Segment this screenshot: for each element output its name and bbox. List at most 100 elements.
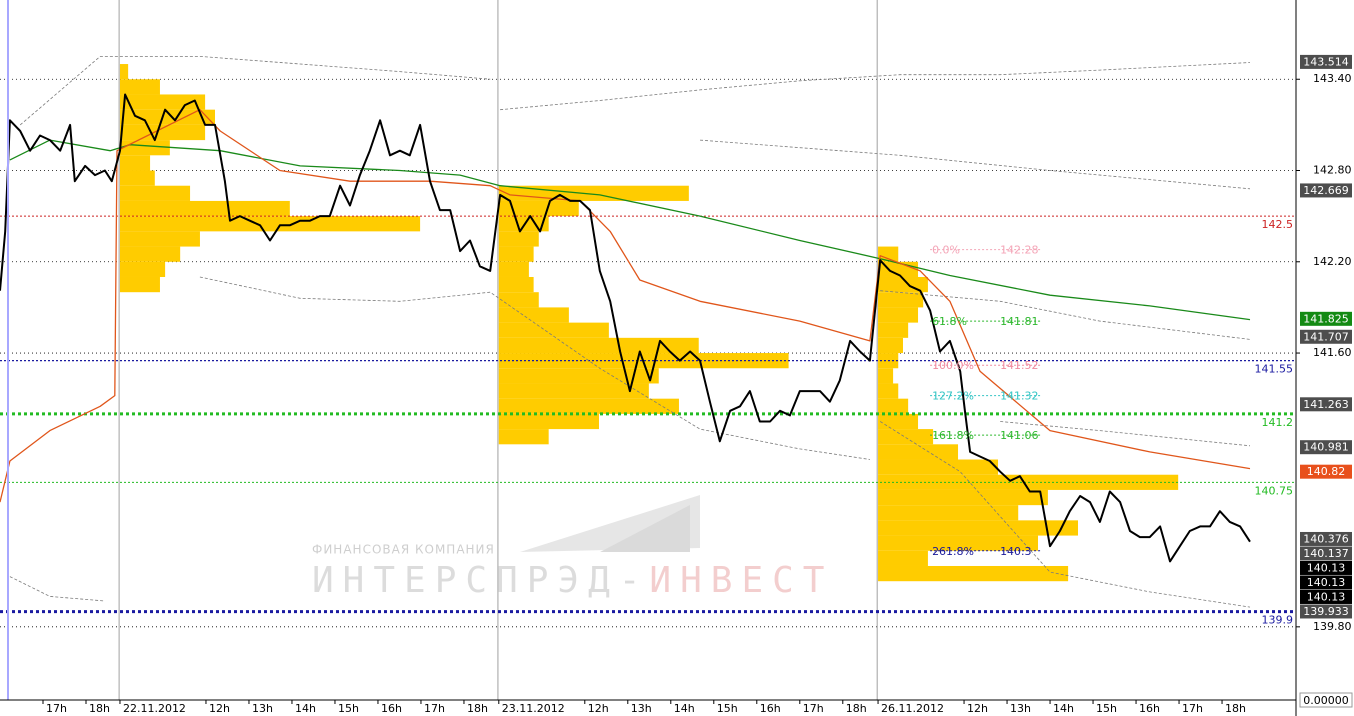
x-tick-label: 17h (424, 702, 445, 715)
series-line (9, 139, 1251, 321)
level-label: 142.5 (1262, 218, 1294, 231)
watermark-title: ИНТЕРСПРЭД-ИНВЕСТ (312, 560, 833, 601)
fib-percent: 161.8% (932, 429, 974, 442)
x-tick-label: 14h (295, 702, 316, 715)
volume-profile-bar (878, 337, 903, 354)
price-tag (1300, 397, 1352, 412)
x-tick-label: 16h (1139, 702, 1160, 715)
label-layer: 142.5 141.55 141.2 140.75 139.9 0.0% 142.28 61.… (932, 218, 1293, 626)
y-tick-label: 143.40 (1313, 72, 1352, 85)
volume-profile-bar (878, 535, 1039, 551)
volume-profile-bar (119, 155, 151, 171)
volume-profile-bar (878, 383, 899, 399)
x-tick-label: 12h (209, 702, 230, 715)
fib-percent: 127.2% (932, 390, 974, 403)
x-tick-label: 18h (467, 702, 488, 715)
fib-price: 141.32 (1000, 390, 1039, 403)
price-tag-label: 143.514 (1303, 55, 1349, 68)
price-tag-label: 140.13 (1307, 576, 1346, 589)
fib-percent: 261.8% (932, 545, 974, 558)
price-tag-label: 139.933 (1303, 605, 1349, 618)
volume-profile-bar (498, 246, 534, 262)
volume-profile-bar (498, 368, 659, 384)
volume-profile-bar (878, 565, 1069, 582)
x-tick-label: 23.11.2012 (502, 702, 565, 715)
volume-profile-bar (119, 64, 129, 80)
level-label: 139.9 (1262, 614, 1294, 627)
volume-profile-bar (119, 79, 160, 95)
y-tick-label: 139.80 (1313, 620, 1352, 633)
volume-profile-bar (498, 337, 699, 354)
x-tick-label: 13h (631, 702, 652, 715)
volume-profile-bar (119, 216, 421, 232)
volume-profile-bar (119, 170, 155, 186)
watermark-accent: ИНВЕСТ (649, 560, 833, 601)
series-line (0, 93, 1251, 563)
volume-profile-bar (498, 398, 679, 414)
level-label: 141.55 (1255, 363, 1294, 376)
volume-profile-bar (878, 550, 928, 566)
x-tick-label: 15h (338, 702, 359, 715)
volume-profile-bar (498, 231, 539, 247)
y-tick-label: 142.80 (1313, 164, 1352, 177)
fib-price: 141.52 (1000, 359, 1039, 372)
bottom-tag: 0.00000 (1303, 694, 1349, 707)
volume-profile-bar (498, 322, 609, 338)
x-tick-label: 14h (1053, 702, 1074, 715)
profile-layer (119, 64, 1179, 582)
price-tag-label: 140.376 (1303, 532, 1349, 545)
band-line (699, 139, 1251, 190)
price-tag (1300, 560, 1352, 575)
price-tag (1300, 531, 1352, 546)
volume-profile-bar (498, 383, 649, 399)
x-tick-label: 16h (381, 702, 402, 715)
volume-profile-bar (119, 246, 181, 262)
band-line (879, 421, 1251, 608)
band-line (9, 576, 105, 602)
price-tag (1300, 575, 1352, 590)
volume-profile-bar (878, 322, 909, 338)
x-tick-label: 16h (760, 702, 781, 715)
volume-profile-bar (498, 413, 599, 430)
level-label: 140.75 (1255, 484, 1294, 497)
band-line (1000, 421, 1251, 447)
volume-profile-bar (498, 307, 569, 323)
x-tick-label: 12h (588, 702, 609, 715)
volume-profile-bar (498, 261, 529, 277)
volume-profile-bar (119, 276, 160, 293)
fib-price: 141.06 (1000, 429, 1039, 442)
price-tag-label: 140.981 (1303, 441, 1349, 454)
volume-profile-bar (878, 292, 924, 308)
price-tag-label: 140.82 (1307, 465, 1346, 478)
x-tick-label: 22.11.2012 (123, 702, 186, 715)
price-tag (1300, 464, 1352, 479)
x-tick-label: 17h (803, 702, 824, 715)
line-layer (0, 56, 1251, 608)
logo-shape (600, 505, 690, 552)
fib-price: 140.3 (1000, 545, 1032, 558)
volume-profile-bar (878, 307, 919, 323)
volume-profile-bar (119, 124, 206, 141)
time-axis-panel (0, 700, 1296, 716)
volume-profile-bar (498, 200, 579, 217)
x-tick-label: 26.11.2012 (881, 702, 944, 715)
watermark-name: ИНТЕРСПРЭД- (312, 560, 649, 601)
volume-profile-bar (119, 231, 200, 247)
x-tick-label: 13h (252, 702, 273, 715)
volume-profile-bar (878, 489, 1048, 506)
price-tag (1300, 54, 1352, 69)
price-tag-label: 141.825 (1303, 312, 1349, 325)
level-label: 141.2 (1262, 416, 1294, 429)
volume-profile-bar (878, 520, 1078, 536)
price-tag-label: 141.263 (1303, 398, 1349, 411)
x-tick-label: 15h (1096, 702, 1117, 715)
watermark-company: ФИНАНСОВАЯ КОМПАНИЯ (312, 543, 495, 557)
volume-profile-bar (498, 276, 534, 293)
volume-profile-bar (119, 261, 166, 277)
x-tick-label: 17h (46, 702, 67, 715)
volume-profile-bar (498, 292, 539, 308)
price-tag-label: 141.707 (1303, 330, 1349, 343)
x-tick-label: 13h (1010, 702, 1031, 715)
x-tick-label: 15h (717, 702, 738, 715)
price-tag (1300, 311, 1352, 326)
